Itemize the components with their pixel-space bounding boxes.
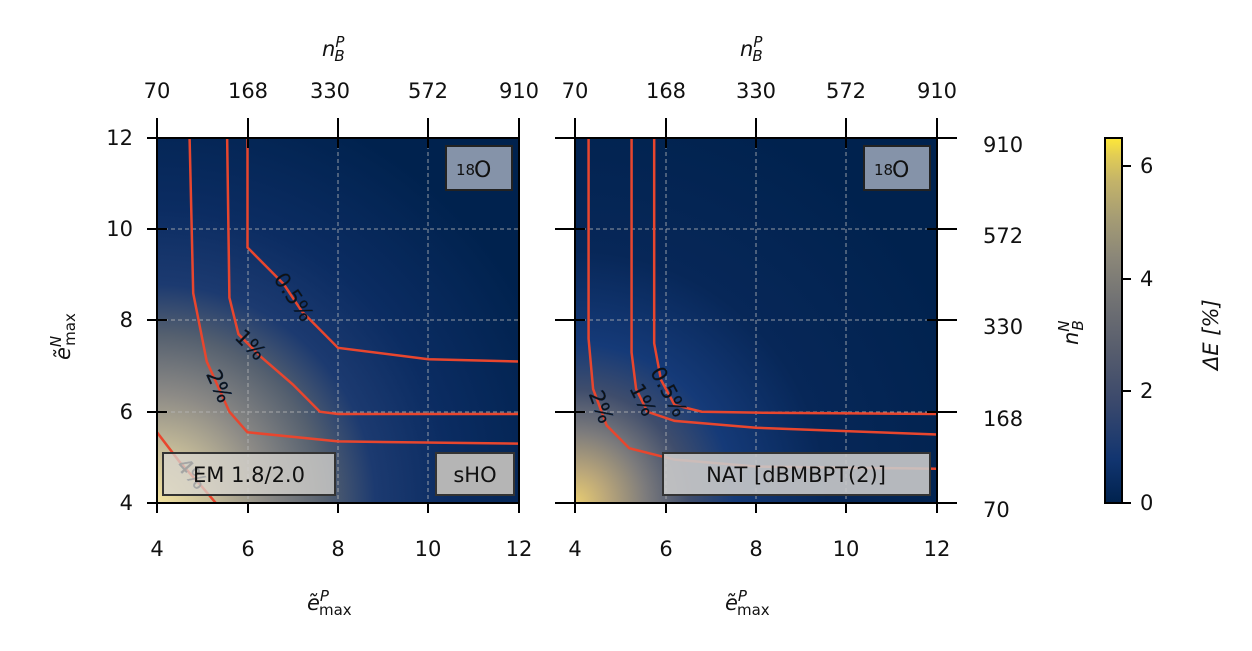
- svg-text:sHO: sHO: [453, 463, 496, 487]
- left-y-tick-label: 12: [106, 126, 133, 150]
- right-x-tick-label: 8: [749, 537, 762, 561]
- left-nucleus-badge: 18 O: [445, 145, 513, 191]
- right-top-axis-label: nP B: [740, 33, 763, 65]
- left-x-tick-label: 10: [415, 537, 442, 561]
- right-panel: 0.5%1%2% 4 6 8 10 12 70 168 330 572 910 …: [555, 33, 1087, 619]
- left-x-tick-label: 6: [241, 537, 254, 561]
- right-x-tick-label: 4: [568, 537, 581, 561]
- contour-line: [188, 138, 519, 445]
- right-x-tick-label: 12: [924, 537, 951, 561]
- right-x-tick-label: 10: [833, 537, 860, 561]
- right-n-tick-label: 910: [983, 133, 1023, 157]
- right-x-tick-label: 6: [659, 537, 672, 561]
- left-top-tick-label: 910: [499, 79, 539, 103]
- left-top-ticks: [156, 118, 520, 148]
- left-y-ticks: [147, 137, 167, 504]
- right-top-tick-label: 330: [736, 79, 776, 103]
- right-n-tick-label: 572: [983, 224, 1023, 248]
- left-top-tick-label: 70: [144, 79, 171, 103]
- left-top-axis-label: nP B: [322, 33, 345, 65]
- right-left-ticks: [555, 137, 585, 504]
- right-basis-badge: NAT [dBMBPT(2)]: [662, 452, 931, 496]
- left-y-tick-label: 10: [106, 217, 133, 241]
- colorbar-ticks: [1122, 165, 1131, 504]
- svg-text:18: 18: [456, 161, 475, 179]
- contour-line: [630, 138, 937, 436]
- contour-line: [246, 138, 519, 363]
- right-top-tick-label: 70: [562, 79, 589, 103]
- svg-text:EM 1.8/2.0: EM 1.8/2.0: [193, 463, 305, 487]
- right-top-tick-label: 572: [826, 79, 866, 103]
- colorbar-label: ΔE [%]: [1199, 299, 1223, 372]
- left-top-tick-label: 572: [408, 79, 448, 103]
- left-y-tick-label: 4: [120, 491, 133, 515]
- right-right-ticks: [927, 137, 957, 504]
- left-y-axis-label: ẽNmax: [47, 313, 79, 360]
- right-x-axis-label: ẽP max: [725, 587, 770, 619]
- colorbar-tick-label: 6: [1140, 154, 1153, 178]
- contour-line: [225, 138, 519, 416]
- colorbar-tick-label: 4: [1140, 267, 1153, 291]
- right-n-tick-label: 330: [983, 315, 1023, 339]
- left-bottom-ticks: [156, 503, 520, 513]
- left-x-tick-label: 8: [331, 537, 344, 561]
- left-y-tick-label: 6: [120, 400, 133, 424]
- right-bottom-ticks: [574, 503, 938, 513]
- right-gridlines: [575, 138, 937, 503]
- svg-text:18: 18: [874, 161, 893, 179]
- left-y-tick-label: 8: [120, 308, 133, 332]
- colorbar-tick-label: 0: [1140, 491, 1153, 515]
- left-top-tick-label: 168: [228, 79, 268, 103]
- colorbar: 0 2 4 6 ΔE [%]: [1104, 137, 1223, 515]
- colorbar-tick-label: 2: [1140, 379, 1153, 403]
- svg-text:NAT [dBMBPT(2)]: NAT [dBMBPT(2)]: [706, 463, 886, 487]
- contour-line: [652, 138, 937, 416]
- right-nucleus-badge: 18 O: [863, 145, 931, 191]
- right-top-tick-label: 168: [646, 79, 686, 103]
- right-n-tick-label: 168: [983, 407, 1023, 431]
- svg-text:O: O: [892, 158, 909, 183]
- left-basis-badge: sHO: [435, 452, 515, 496]
- left-panel: 0.5%1%2%4% 4 6 8 10 12 70 168 330 572 91…: [47, 33, 539, 619]
- right-n-tick-label: 70: [983, 498, 1010, 522]
- colorbar-gradient: [1104, 137, 1123, 504]
- svg-text:O: O: [474, 158, 491, 183]
- left-top-tick-label: 330: [310, 79, 350, 103]
- left-x-axis-label: ẽP max: [307, 587, 352, 619]
- left-x-tick-label: 12: [506, 537, 533, 561]
- right-top-ticks: [574, 118, 938, 148]
- right-n-axis-label: nNB: [1055, 320, 1087, 345]
- left-interaction-badge: EM 1.8/2.0: [162, 452, 336, 496]
- left-x-tick-label: 4: [150, 537, 163, 561]
- right-top-tick-label: 910: [917, 79, 957, 103]
